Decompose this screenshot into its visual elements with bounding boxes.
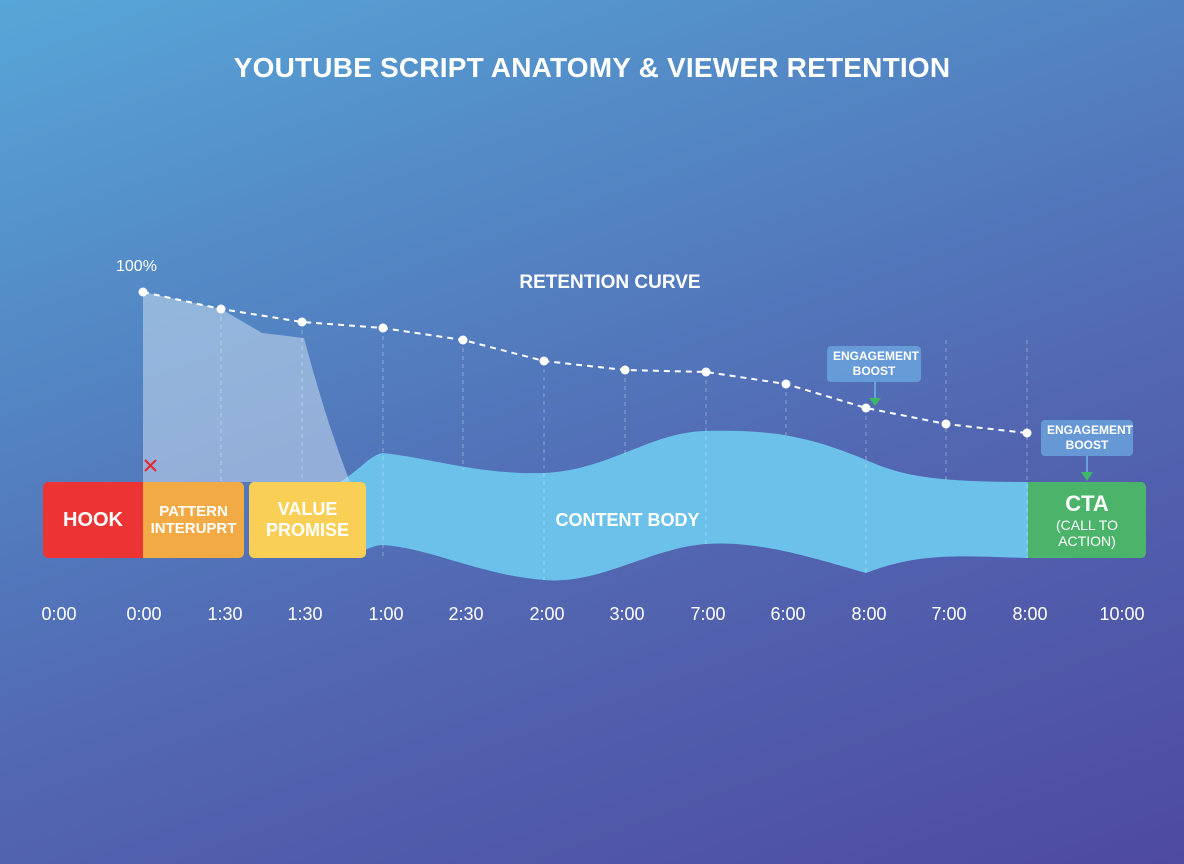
x-tick: 10:00 (1099, 604, 1145, 624)
drop-x-icon (144, 459, 157, 472)
x-tick: 7:00 (690, 604, 726, 624)
segment-pattern-interrupt: PATTERN INTERUPRT (143, 482, 244, 558)
x-tick: 1:30 (287, 604, 323, 624)
retention-points (138, 287, 1032, 438)
x-tick: 8:00 (1012, 604, 1048, 624)
retention-100-label: 100% (116, 258, 157, 275)
engagement-boost-callout: ENGAGEMENT BOOST (827, 346, 921, 382)
page-title: YOUTUBE SCRIPT ANATOMY & VIEWER RETENTIO… (233, 52, 951, 83)
drop-off-area (143, 292, 350, 482)
x-tick: 8:00 (851, 604, 887, 624)
retention-line (142, 291, 1028, 434)
x-tick: 1:30 (207, 604, 243, 624)
engagement-boost-callout: ENGAGEMENT BOOST (1041, 420, 1133, 456)
x-tick: 0:00 (41, 604, 77, 624)
x-axis-ticks: 0:00 0:00 1:30 1:30 1:00 2:30 2:00 3:00 … (0, 604, 1184, 628)
boost-arrow-icon (1081, 472, 1093, 481)
x-tick: 0:00 (126, 604, 162, 624)
x-tick: 6:00 (770, 604, 806, 624)
x-tick: 2:00 (529, 604, 565, 624)
segment-cta: CTA (CALL TO ACTION) (1028, 482, 1146, 558)
content-body-wave (340, 430, 1028, 581)
segment-value-promise: VALUE PROMISE (249, 482, 366, 558)
segment-content-body: CONTENT BODY (555, 510, 700, 530)
segment-hook: HOOK (43, 482, 143, 558)
x-tick: 3:00 (609, 604, 645, 624)
boost-arrow-icon (869, 398, 881, 406)
x-tick: 2:30 (448, 604, 484, 624)
x-tick: 1:00 (368, 604, 404, 624)
x-tick: 7:00 (931, 604, 967, 624)
retention-curve-title: RETENTION CURVE (519, 272, 701, 293)
